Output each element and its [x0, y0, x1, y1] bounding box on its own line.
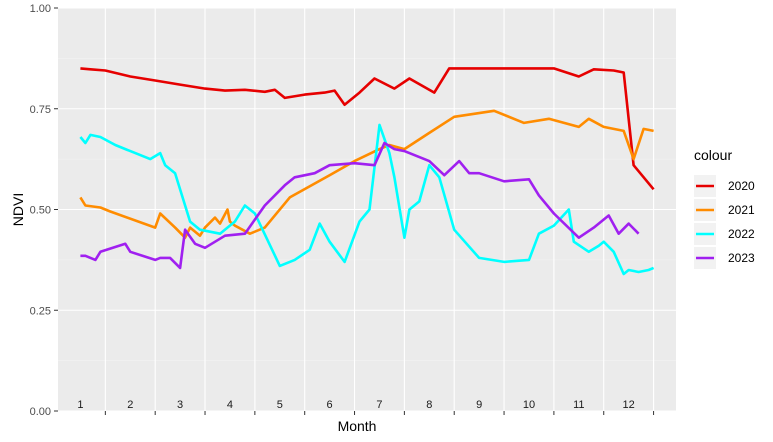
month-label: 3	[177, 399, 183, 411]
month-label: 2	[127, 399, 133, 411]
y-tick-label: 0.50	[30, 205, 51, 217]
y-tick-label: 0.75	[30, 104, 51, 116]
y-tick-label: 1.00	[30, 3, 51, 15]
month-label: 7	[376, 399, 382, 411]
month-label: 6	[327, 399, 333, 411]
month-label: 12	[623, 399, 635, 411]
legend-label-2021: 2021	[728, 203, 755, 217]
legend-label-2023: 2023	[728, 251, 755, 265]
series-line-2022	[79, 123, 655, 276]
month-label: 5	[277, 399, 283, 411]
month-labels: 1 2 3 4 5 6 7 8 9 10 11 12	[77, 399, 634, 411]
month-label: 8	[426, 399, 432, 411]
month-label: 9	[476, 399, 482, 411]
series-line-2023	[80, 141, 640, 270]
month-label: 10	[523, 399, 535, 411]
series-line-2020	[80, 67, 655, 191]
major-gridlines	[58, 7, 676, 412]
series-line-2021	[79, 109, 654, 239]
y-axis-title: NDVI	[10, 193, 26, 226]
series-lines	[79, 67, 655, 276]
month-label: 11	[573, 399, 584, 411]
month-label: 4	[227, 399, 233, 411]
legend-label-2022: 2022	[728, 227, 755, 241]
y-tick-label: 0.25	[30, 305, 51, 317]
x-axis	[104, 411, 655, 415]
legend-title: colour	[694, 147, 732, 163]
legend: colour 2020 2021 2022 2023	[694, 147, 755, 269]
x-axis-title: Month	[338, 418, 377, 434]
minor-gridlines	[58, 58, 676, 361]
legend-label-2020: 2020	[728, 179, 755, 193]
y-axis: 0.00 0.25 0.50 0.75 1.00	[30, 3, 58, 418]
month-label: 1	[77, 399, 83, 411]
y-tick-label: 0.00	[30, 406, 51, 418]
